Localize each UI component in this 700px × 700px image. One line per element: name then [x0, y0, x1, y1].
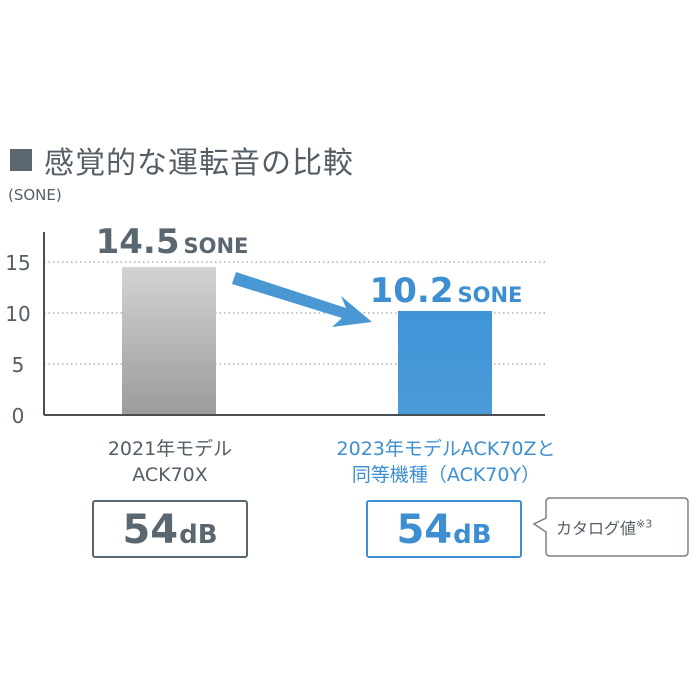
category-label-2023: 2023年モデルACK70Zと 同等機種（ACK70Y）	[308, 436, 584, 488]
y-tick-label: 5	[12, 353, 25, 377]
category-label-2021-line2: ACK70X	[132, 464, 208, 486]
chart-title: 感覚的な運転音の比較	[44, 146, 354, 181]
db-box-2021: 54 dB	[92, 500, 248, 558]
db-unit-2021: dB	[179, 520, 218, 550]
catalog-callout-text: カタログ値※3	[556, 515, 652, 539]
decrease-arrow-icon	[232, 272, 372, 327]
category-label-2023-line1: 2023年モデルACK70Zと	[336, 438, 556, 460]
bar	[122, 267, 216, 415]
y-tick-label: 10	[5, 302, 30, 326]
db-box-2023: 54 dB	[366, 500, 522, 558]
db-unit-2023: dB	[453, 520, 492, 550]
catalog-callout-label: カタログ値	[556, 519, 637, 538]
category-label-2023-line2: 同等機種（ACK70Y）	[351, 464, 541, 486]
y-axis-label: (SONE)	[8, 186, 62, 204]
y-tick-label: 0	[12, 404, 25, 428]
catalog-callout-note: ※3	[636, 517, 653, 531]
value-label: 14.5 SONE	[96, 222, 249, 262]
db-value-2021: 54	[122, 507, 179, 553]
catalog-callout-bubble	[532, 497, 689, 557]
chart-title-row: 感覚的な運転音の比較	[10, 138, 354, 182]
y-tick-label: 15	[5, 251, 30, 275]
title-square-icon	[10, 149, 32, 171]
category-label-2021: 2021年モデル ACK70X	[70, 436, 270, 488]
value-label: 10.2 SONE	[370, 271, 523, 311]
bar	[398, 310, 492, 415]
category-label-2021-line1: 2021年モデル	[107, 438, 233, 460]
db-value-2023: 54	[396, 507, 453, 553]
